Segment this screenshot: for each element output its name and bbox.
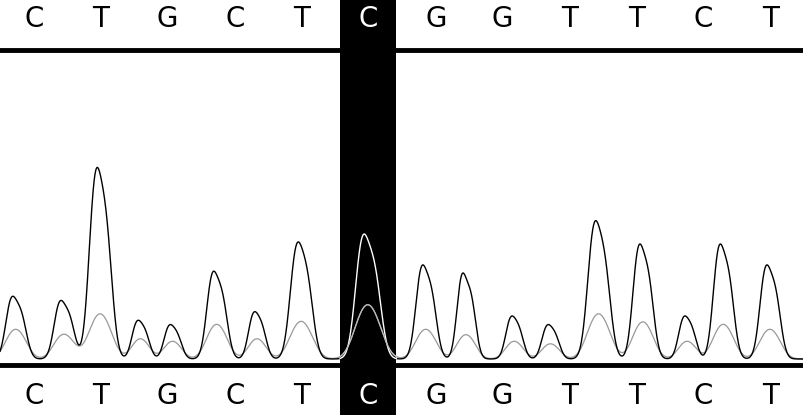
Text: C: C: [358, 5, 377, 33]
Text: C: C: [225, 382, 244, 410]
Text: T: T: [92, 382, 108, 410]
Text: T: T: [761, 5, 777, 33]
Text: T: T: [628, 5, 644, 33]
Text: T: T: [628, 382, 644, 410]
Text: G: G: [425, 382, 446, 410]
Text: T: T: [92, 5, 108, 33]
Text: C: C: [693, 382, 712, 410]
Text: C: C: [693, 5, 712, 33]
Bar: [340, 0, 396, 415]
Text: C: C: [24, 5, 43, 33]
Text: G: G: [491, 5, 512, 33]
Text: T: T: [761, 382, 777, 410]
Text: T: T: [560, 382, 577, 410]
Text: G: G: [157, 5, 177, 33]
Text: G: G: [425, 5, 446, 33]
Text: C: C: [358, 382, 377, 410]
Text: C: C: [24, 382, 43, 410]
Text: T: T: [293, 382, 309, 410]
Text: G: G: [157, 382, 177, 410]
Text: G: G: [491, 382, 512, 410]
Text: T: T: [293, 5, 309, 33]
Text: T: T: [560, 5, 577, 33]
Text: C: C: [225, 5, 244, 33]
